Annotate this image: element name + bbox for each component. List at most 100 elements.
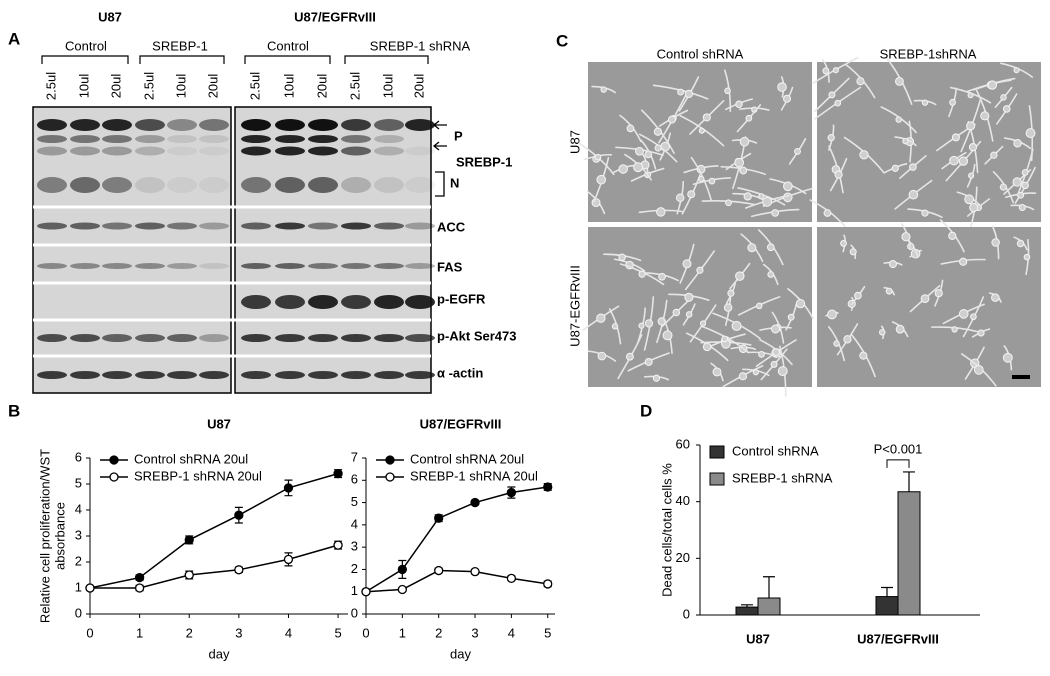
y-tick-label: 7	[351, 449, 358, 464]
series-line	[90, 544, 339, 589]
cell-body	[739, 166, 748, 175]
cell-body	[1000, 94, 1007, 101]
cell-body	[1002, 352, 1013, 363]
band	[405, 334, 435, 342]
band	[167, 135, 197, 143]
band	[374, 177, 404, 193]
cell-body	[698, 175, 705, 183]
micrograph	[588, 62, 812, 222]
marker	[283, 483, 294, 493]
band	[374, 135, 404, 143]
blot-bg	[32, 106, 232, 394]
band	[167, 119, 197, 131]
x-tick-label: 4	[508, 625, 515, 640]
cell-body	[901, 232, 911, 242]
band	[241, 177, 271, 193]
cell-body	[600, 86, 607, 93]
marker	[333, 468, 343, 479]
band	[199, 119, 229, 131]
error-bar	[903, 471, 915, 492]
y-tick-label: 4	[75, 501, 82, 516]
marker	[543, 579, 553, 589]
band	[308, 135, 338, 143]
band	[102, 334, 132, 342]
group-label: Control	[65, 38, 107, 53]
band	[37, 177, 67, 193]
y-tick-label: 2	[75, 553, 82, 568]
error-bar	[881, 586, 893, 597]
cell-body	[1013, 67, 1020, 74]
cell-body	[949, 155, 959, 166]
cell-body	[675, 193, 685, 202]
cell-body	[597, 351, 607, 361]
x-tick-label: 0	[362, 625, 369, 640]
marker	[361, 587, 371, 597]
cell-body	[966, 121, 976, 131]
marker	[470, 497, 480, 508]
x-tick-label: 2	[435, 625, 442, 640]
cell-line: U87	[98, 9, 122, 24]
cell-body	[958, 156, 969, 166]
panel-label: A	[8, 29, 20, 48]
bar	[875, 596, 899, 616]
x-tick-label: 5	[544, 625, 551, 640]
legend-swatch	[709, 472, 725, 486]
x-axis-label: day	[450, 646, 471, 661]
cell-body	[752, 369, 759, 376]
cell-body	[755, 302, 763, 310]
lane-label: 2.5ul	[43, 72, 58, 100]
y-axis-label: Dead cells/total cells %	[659, 463, 674, 597]
band	[308, 295, 338, 309]
band	[275, 146, 305, 156]
band-label: ACC	[437, 219, 466, 234]
band	[374, 119, 404, 131]
western-blot	[32, 106, 435, 394]
cell-body	[635, 146, 644, 156]
cell-body	[771, 209, 780, 217]
cell-body	[677, 88, 685, 96]
y-tick-label: 3	[351, 539, 358, 554]
band	[275, 371, 305, 379]
y-tick-label: 60	[676, 436, 690, 451]
cell-body	[684, 292, 694, 302]
band-label: P	[454, 128, 463, 143]
marker	[506, 487, 517, 498]
legend-label: Control shRNA	[732, 443, 819, 458]
cell-body	[991, 293, 1000, 302]
band	[102, 119, 132, 131]
cell-body	[951, 326, 958, 333]
cell-body	[723, 303, 733, 312]
band	[374, 371, 404, 379]
cell-body	[920, 294, 930, 303]
marker	[397, 564, 407, 575]
marker	[283, 554, 294, 565]
band	[135, 334, 165, 342]
cell-body	[758, 193, 765, 200]
cell-body	[699, 320, 707, 327]
legend-label: Control shRNA 20ul	[134, 451, 248, 466]
band	[199, 371, 229, 379]
y-tick-label: 3	[75, 527, 82, 542]
cell-body	[727, 289, 735, 297]
band	[341, 263, 371, 269]
band-label: p-EGFR	[437, 291, 486, 306]
y-tick-label: 4	[351, 516, 358, 531]
band	[341, 135, 371, 143]
cell-body	[822, 67, 830, 75]
cell-body	[1002, 105, 1011, 113]
cell-body	[999, 183, 1007, 191]
band	[199, 263, 229, 269]
band	[241, 119, 271, 131]
cell-body	[696, 266, 704, 274]
cell-body	[772, 348, 780, 357]
x-tick-label: 2	[186, 625, 193, 640]
separator	[33, 354, 431, 358]
cell-body	[654, 144, 662, 152]
cell-body	[849, 248, 857, 256]
band	[199, 177, 229, 193]
y-tick-label: 5	[351, 494, 358, 509]
cell-body	[795, 298, 806, 309]
legend-label: Control shRNA 20ul	[410, 451, 524, 466]
lane-label: 2.5ul	[247, 72, 262, 100]
bar	[735, 606, 759, 616]
